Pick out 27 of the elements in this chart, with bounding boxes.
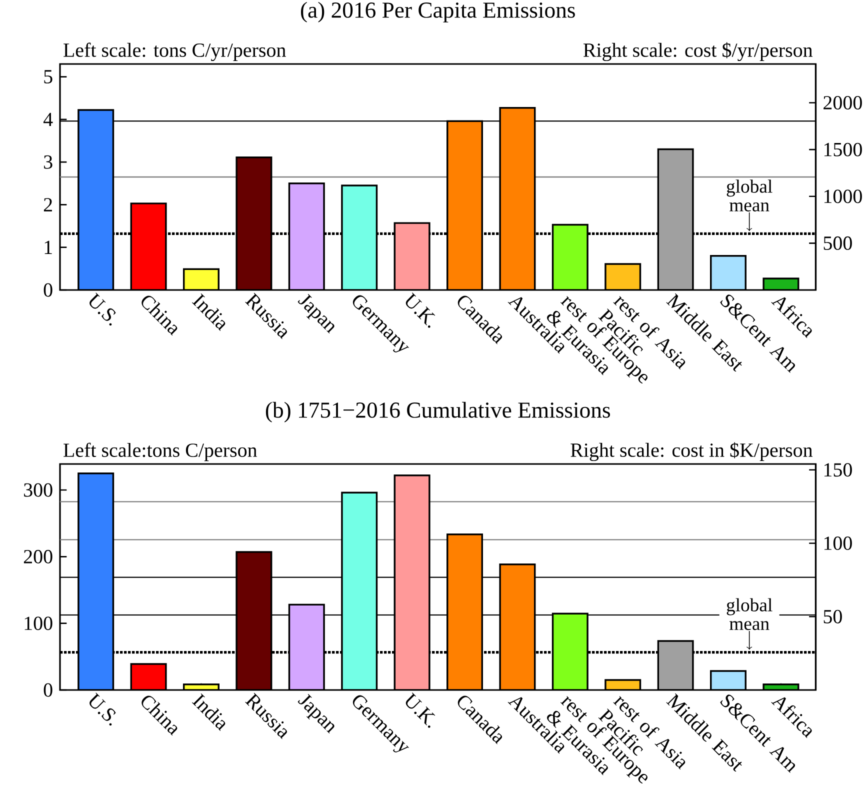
x-tick-label: U.S. — [90, 292, 116, 326]
y-tick-label: 0 — [44, 683, 52, 697]
y2-tick-label: 50 — [824, 610, 842, 624]
y-tick-label: 3 — [44, 155, 52, 169]
y-tick-label: 5 — [44, 70, 52, 84]
y2-tick-label: 150 — [824, 463, 852, 477]
y-tick-label: 100 — [24, 616, 52, 630]
y-axis-title: Left scale: tons C/yr/person — [64, 42, 286, 62]
ref-line-label: global mean — [726, 180, 772, 212]
ref-line-label: global mean — [726, 598, 772, 630]
y2-tick-label: 1000 — [824, 190, 862, 204]
y-axis-title: Left scale:tons C/person — [64, 442, 258, 462]
y2-axis-title: Right scale: cost in $K/person — [570, 442, 813, 462]
y2-tick-label: 500 — [824, 236, 852, 250]
chart-title: (b) 1751−2016 Cumulative Emissions — [266, 402, 610, 422]
y-tick-label: 4 — [43, 112, 53, 126]
x-tick-label: U.S. — [90, 692, 116, 726]
y-tick-label: 2 — [44, 198, 52, 212]
y-tick-label: 0 — [44, 283, 52, 297]
y-tick-label: 300 — [24, 483, 52, 497]
y2-tick-label: 2000 — [824, 96, 862, 110]
y-tick-label: 200 — [24, 550, 52, 564]
y-tick-label: 1 — [44, 240, 52, 254]
y2-axis-title: Right scale: cost $/yr/person — [583, 42, 813, 62]
y2-tick-label: 100 — [824, 536, 852, 550]
chart-title: (a) 2016 Per Capita Emissions — [301, 2, 575, 22]
y2-tick-label: 1500 — [824, 142, 862, 156]
